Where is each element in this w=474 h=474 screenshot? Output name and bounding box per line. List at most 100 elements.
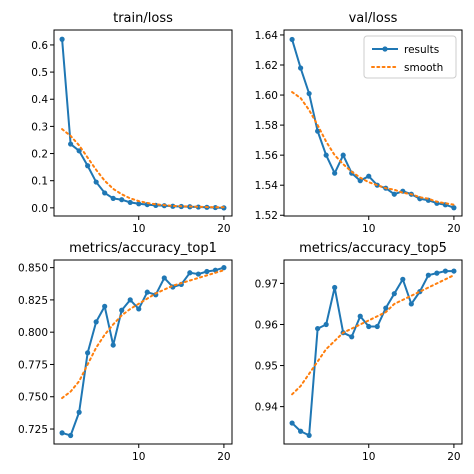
data-point-results	[298, 65, 304, 71]
chart-panel-2: val/loss 10 20 1.52 1.54 1.56 1.58 1.60 1.62 1.64…	[255, 11, 463, 235]
y-tick-label: 0.0	[31, 203, 48, 215]
y-tick-label: 1.60	[255, 90, 278, 102]
x-tick-label: 20	[217, 223, 230, 235]
data-point-results	[59, 36, 65, 42]
legend-label-results: results	[404, 44, 439, 56]
chart-title: metrics/accuracy_top1	[69, 241, 217, 256]
data-point-results	[93, 179, 99, 185]
data-point-results	[349, 334, 355, 340]
chart-title: val/loss	[349, 11, 398, 26]
data-point-results	[187, 270, 193, 276]
data-point-results	[400, 276, 406, 282]
x-tick-label: 20	[447, 223, 460, 235]
data-point-results	[425, 272, 431, 278]
y-tick-label: 1.52	[255, 210, 278, 222]
data-point-results	[110, 195, 116, 201]
data-point-results	[85, 350, 91, 356]
data-point-results	[119, 307, 125, 313]
y-tick-label: 0.4	[31, 94, 48, 106]
data-point-results	[306, 432, 312, 438]
y-tick-label: 1.64	[255, 30, 279, 42]
legend: results smooth	[363, 35, 457, 79]
data-point-results	[136, 306, 142, 312]
data-point-results	[366, 173, 372, 179]
y-tick-label: 1.58	[255, 120, 278, 132]
data-point-results	[110, 342, 116, 348]
plot-frame	[283, 259, 463, 445]
y-tick-label: 0.6	[31, 40, 48, 52]
data-point-results	[442, 268, 448, 274]
data-point-results	[68, 432, 74, 439]
data-point-results	[102, 303, 108, 309]
y-tick-label: 0.775	[18, 359, 48, 371]
series-line-smooth	[291, 274, 455, 396]
data-point-results	[102, 190, 108, 196]
data-point-results	[195, 271, 201, 277]
data-point-results	[315, 325, 321, 332]
x-tick-label: 20	[447, 451, 460, 463]
y-tick-label: 1.54	[255, 180, 279, 192]
legend-marker-results	[382, 46, 388, 52]
x-tick-label: 20	[217, 451, 230, 463]
legend-label-smooth: smooth	[404, 62, 443, 74]
data-point-results	[323, 321, 329, 328]
data-point-results	[144, 289, 150, 295]
data-point-results	[298, 428, 304, 434]
series-line-smooth	[61, 128, 225, 209]
data-point-results	[451, 205, 457, 211]
data-point-results	[161, 275, 167, 281]
data-point-results	[451, 268, 457, 274]
y-tick-label: 0.97	[255, 278, 278, 290]
y-tick-label: 0.725	[18, 424, 48, 436]
y-tick-label: 0.825	[18, 295, 48, 307]
chart-panel-4: metrics/accuracy_top5 10 20 0.94 0.95 0.96 0.9…	[255, 241, 463, 463]
data-point-results	[76, 409, 82, 415]
series-line-results	[291, 270, 454, 437]
data-point-results	[340, 152, 346, 158]
x-tick-label: 10	[132, 223, 145, 235]
chart-title: metrics/accuracy_top5	[299, 241, 447, 256]
series-line-results	[61, 39, 224, 209]
data-point-results	[315, 128, 321, 134]
chart-panel-3: metrics/accuracy_top1 10 20 0.725 0.750 0.775…	[18, 241, 233, 463]
chart-title: train/loss	[113, 11, 173, 26]
data-point-results	[357, 313, 363, 319]
y-tick-label: 1.56	[255, 150, 279, 162]
data-point-results	[391, 191, 397, 197]
data-point-results	[323, 152, 329, 158]
data-point-results	[93, 319, 99, 325]
y-tick-label: 0.96	[255, 319, 279, 331]
y-tick-label: 0.3	[31, 121, 48, 133]
data-point-results	[119, 197, 125, 203]
data-point-results	[332, 170, 338, 176]
data-point-results	[408, 301, 414, 307]
data-point-results	[127, 199, 133, 206]
data-point-results	[366, 323, 372, 330]
legend-box	[363, 35, 457, 79]
data-point-results	[85, 163, 91, 169]
y-tick-label: 0.1	[31, 176, 48, 188]
y-tick-label: 0.850	[18, 263, 48, 275]
y-tick-label: 0.2	[31, 149, 48, 161]
data-point-results	[383, 305, 389, 311]
data-point-results	[127, 297, 133, 303]
y-tick-label: 0.800	[18, 327, 48, 339]
series-line-smooth	[61, 269, 225, 400]
plot-frame	[53, 259, 233, 445]
data-point-results	[136, 201, 142, 207]
x-tick-label: 10	[132, 451, 145, 463]
y-tick-label: 0.94	[255, 402, 279, 414]
plot-frame	[53, 29, 233, 217]
data-point-results	[306, 90, 312, 97]
data-point-results	[289, 420, 295, 426]
y-tick-label: 1.62	[255, 60, 278, 72]
data-point-results	[59, 430, 65, 436]
data-point-results	[374, 323, 380, 330]
data-point-results	[289, 36, 295, 43]
y-tick-label: 0.750	[18, 392, 48, 404]
data-point-results	[332, 284, 338, 291]
y-tick-label: 0.5	[31, 67, 48, 79]
series-line-smooth	[291, 91, 455, 206]
x-tick-label: 10	[362, 451, 375, 463]
data-point-results	[204, 268, 210, 275]
